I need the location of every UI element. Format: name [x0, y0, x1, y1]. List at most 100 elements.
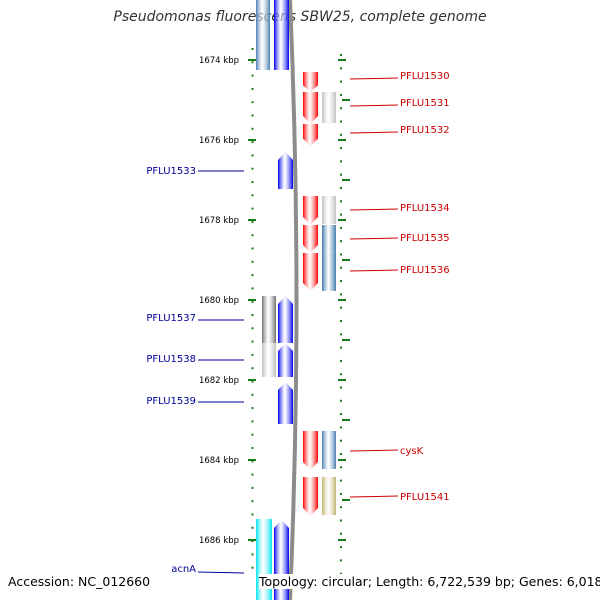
- tick-dot-reverse: [251, 566, 254, 569]
- reverse-acnA-label: acnA: [171, 564, 196, 575]
- tick-dot-reverse: [251, 207, 254, 210]
- tick-dot-forward: [340, 492, 342, 495]
- tick-dot-forward: [340, 147, 342, 150]
- tick-dot-forward: [340, 187, 342, 189]
- forward-gene-PFLU1536: [303, 253, 318, 291]
- tick-dot-forward: [340, 386, 342, 389]
- tick-dot-forward: [340, 359, 342, 362]
- tick-dot-reverse: [251, 74, 254, 77]
- tick-dot-forward: [340, 160, 342, 163]
- reverse-PFLU1539-label: PFLU1539: [146, 396, 196, 407]
- tick-dot-reverse: [251, 367, 254, 370]
- tick-dot-reverse: [251, 260, 254, 263]
- tick-dot-reverse: [251, 420, 254, 423]
- tick-dot-reverse: [251, 353, 254, 356]
- forward-gene-cysK: [303, 431, 318, 470]
- tick-dot-forward: [340, 333, 342, 336]
- tick-dot-forward: [340, 399, 342, 402]
- sequence-summary: Topology: circular; Length: 6,722,539 bp; Ge…: [259, 574, 600, 589]
- tick-dot-reverse: [251, 127, 254, 130]
- reverse-PFLU1533-label: PFLU1533: [146, 166, 196, 177]
- tick-dot-forward: [340, 519, 342, 522]
- forward-PFLU1532-leader: [349, 131, 399, 134]
- tick-dot-reverse: [251, 247, 254, 250]
- reverse-acnA-leader: [197, 571, 245, 574]
- forward-PFLU1534-leader: [349, 208, 399, 211]
- tick-dot-forward: [340, 107, 342, 110]
- tick-dot-reverse: [251, 274, 254, 277]
- tick-dot-forward: [340, 253, 342, 256]
- forward-PFLU1541-label: PFLU1541: [400, 492, 450, 503]
- tick-dot-forward: [340, 413, 342, 416]
- tick-dot-reverse: [251, 114, 254, 117]
- feature-annotation-cysK: [322, 431, 336, 469]
- tick-dot-reverse: [251, 48, 254, 50]
- map-title: Pseudomonas fluorescens SBW25, complete …: [113, 9, 487, 25]
- position-label: 1682 kbp: [199, 376, 239, 386]
- forward-PFLU1530-label: PFLU1530: [400, 71, 450, 82]
- position-label: 1684 kbp: [199, 456, 239, 466]
- tick-dot-forward: [340, 346, 342, 349]
- tick-dot-reverse: [251, 61, 254, 64]
- position-label: 1674 kbp: [199, 56, 239, 66]
- tick-dot-forward: [340, 93, 342, 96]
- tick-dot-reverse: [251, 553, 254, 556]
- tick-dot-forward: [340, 572, 342, 575]
- tick-dot-reverse: [251, 447, 254, 449]
- tick-dot-reverse: [251, 87, 254, 90]
- feature-annotation-region: [322, 225, 336, 291]
- accession-value: NC_012660: [78, 574, 151, 589]
- tick-dot-forward: [340, 213, 342, 216]
- forward-gene-PFLU1531: [303, 92, 318, 124]
- tick-dot-reverse: [251, 393, 254, 396]
- tick-dot-reverse: [251, 314, 254, 316]
- tick-dot-reverse: [251, 101, 254, 104]
- position-label: 1680 kbp: [199, 296, 239, 306]
- tick-dot-forward: [340, 80, 342, 83]
- tick-dot-reverse: [251, 220, 254, 223]
- forward-PFLU1531-label: PFLU1531: [400, 98, 450, 109]
- tick-dot-forward: [340, 240, 342, 243]
- tick-dot-reverse: [251, 526, 254, 529]
- accession-label: Accession:: [8, 574, 75, 589]
- feature-annotation-PFLU1531: [322, 92, 336, 123]
- position-label: 1676 kbp: [199, 136, 239, 146]
- tick-dot-reverse: [251, 380, 254, 383]
- feature-annotation-PFLU1541: [322, 477, 336, 515]
- tick-dot-reverse: [251, 167, 254, 170]
- tick-dot-forward: [340, 306, 342, 309]
- position-label: 1678 kbp: [199, 216, 239, 226]
- tick-dot-forward: [340, 133, 342, 136]
- forward-PFLU1535-label: PFLU1535: [400, 233, 450, 244]
- tick-dot-forward: [340, 439, 342, 442]
- tick-dot-forward: [340, 266, 342, 269]
- tick-dot-reverse: [251, 141, 254, 144]
- tick-dot-reverse: [251, 300, 254, 303]
- reverse-gene-PFLU1539: [278, 382, 293, 424]
- reverse-PFLU1538-label: PFLU1538: [146, 354, 196, 365]
- tick-dot-forward: [340, 320, 342, 322]
- partial-feature-steel-blue: [256, 0, 270, 70]
- tick-dot-reverse: [251, 327, 254, 330]
- tick-dot-reverse: [251, 473, 254, 476]
- tick-dot-reverse: [251, 234, 254, 237]
- tick-dot-forward: [340, 226, 342, 229]
- tick-dot-forward: [340, 54, 342, 56]
- tick-dot-forward: [340, 67, 342, 70]
- genes-label: Genes:: [519, 574, 563, 589]
- tick-dot-reverse: [251, 460, 254, 463]
- position-label: 1686 kbp: [199, 536, 239, 546]
- tick-dot-forward: [340, 532, 342, 535]
- tick-dot-forward: [340, 479, 342, 482]
- tick-dot-forward: [340, 200, 342, 203]
- feature-annotation-PFLU1538: [262, 343, 276, 377]
- tick-dot-reverse: [251, 340, 254, 343]
- forward-gene-PFLU1535: [303, 225, 318, 253]
- length-label: Length:: [376, 574, 424, 589]
- tick-dot-forward: [340, 546, 342, 549]
- forward-PFLU1536-leader: [349, 269, 399, 272]
- tick-dot-reverse: [251, 540, 254, 543]
- forward-PFLU1532-label: PFLU1532: [400, 125, 450, 136]
